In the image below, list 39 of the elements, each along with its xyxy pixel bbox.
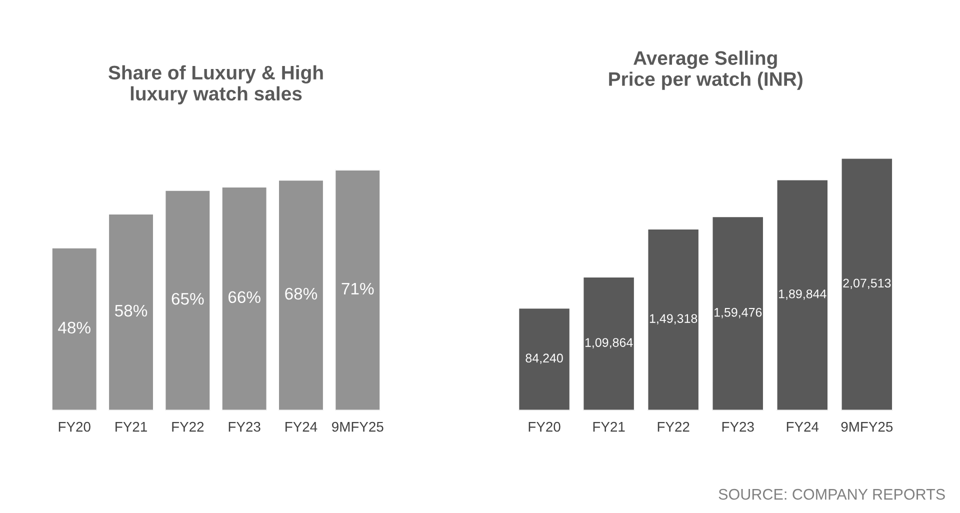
- x-tick-label: FY23: [722, 422, 754, 432]
- data-label: 58%: [115, 304, 148, 317]
- x-tick-label: FY22: [172, 422, 204, 432]
- data-label: 1,09,864: [585, 338, 633, 348]
- x-tick-label: FY21: [116, 422, 147, 432]
- x-tick-label: FY23: [228, 422, 260, 432]
- bar: [278, 179, 324, 410]
- x-tick-label: FY24: [286, 422, 318, 432]
- data-label: 84,240: [526, 354, 563, 364]
- x-tick-label: FY20: [528, 422, 560, 432]
- bar: [51, 247, 98, 410]
- data-label: 2,07,513: [843, 278, 891, 290]
- bar: [108, 213, 154, 410]
- x-tick-label: FY24: [786, 422, 819, 432]
- x-tick-label: FY21: [593, 422, 625, 432]
- bar: [518, 307, 571, 410]
- bar: [711, 216, 764, 410]
- bar: [582, 276, 636, 410]
- bar: [220, 186, 268, 410]
- data-label: 1,49,318: [650, 314, 698, 324]
- x-tick-label: 9MFY25: [841, 422, 893, 432]
- x-tick-label: 9MFY25: [332, 422, 384, 432]
- bar: [334, 170, 381, 410]
- data-label: 66%: [228, 291, 260, 304]
- data-label: 68%: [285, 288, 318, 300]
- data-label: 1,59,476: [714, 308, 762, 318]
- data-label: 65%: [172, 292, 204, 305]
- bar: [776, 178, 829, 410]
- data-label: 1,89,844: [779, 289, 826, 300]
- source-note: SOURCE: COMPANY REPORTS: [718, 488, 945, 500]
- bar: [164, 189, 212, 410]
- chart-title: Average Selling Price per watch (INR): [609, 50, 802, 90]
- x-tick-label: FY20: [58, 422, 90, 432]
- data-label: 71%: [342, 282, 374, 295]
- bar: [646, 228, 700, 410]
- x-tick-label: FY22: [658, 422, 690, 432]
- bar: [840, 158, 894, 410]
- chart-title: Share of Luxury & High luxury watch sales: [108, 65, 323, 104]
- data-label: 48%: [58, 322, 90, 334]
